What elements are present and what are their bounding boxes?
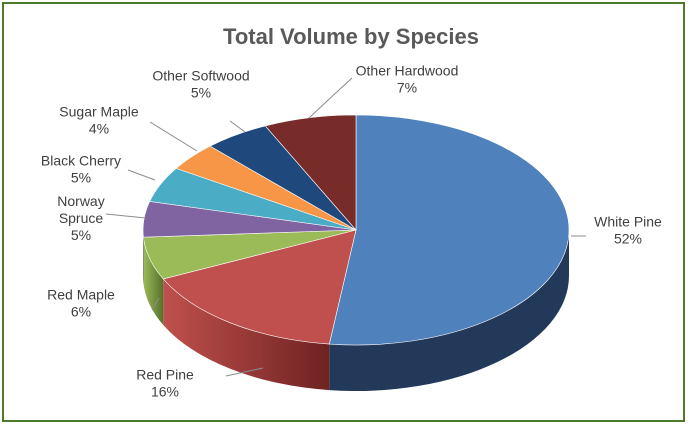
- pie-sides: [143, 230, 569, 391]
- slice-value-label: 4%: [89, 121, 109, 137]
- slice-name-label: Norway: [57, 193, 104, 209]
- slice-red-pine: [162, 229, 357, 345]
- slice-white-pine: [328, 114, 570, 346]
- slice-name-label: Black Cherry: [41, 153, 121, 169]
- leader-line: [151, 297, 160, 311]
- slice-value-label: 16%: [151, 384, 179, 400]
- leader-line: [229, 120, 246, 133]
- leader-line: [105, 213, 147, 219]
- slice-name-label: Other Softwood: [152, 68, 249, 84]
- leader-line: [127, 169, 156, 181]
- slice-value-label: 5%: [191, 85, 211, 101]
- leader-line: [225, 367, 264, 377]
- leader-line: [149, 121, 198, 152]
- side-red-pine: [163, 278, 330, 391]
- chart-title: Total Volume by Species: [223, 24, 479, 49]
- slice-name-label: Red Maple: [47, 287, 115, 303]
- side-red-maple: [143, 237, 164, 325]
- slice-name-label: Red Pine: [136, 367, 194, 383]
- slice-value-label: 52%: [614, 231, 642, 247]
- slice-name-label: Spruce: [59, 210, 104, 226]
- slice-name-label: Sugar Maple: [59, 104, 139, 120]
- slice-value-label: 6%: [71, 304, 91, 320]
- slice-value-label: 7%: [397, 80, 417, 96]
- slice-name-label: Other Hardwood: [356, 63, 459, 79]
- slice-value-label: 5%: [71, 170, 91, 186]
- slice-value-label: 5%: [71, 227, 91, 243]
- side-white-pine: [329, 230, 569, 391]
- slice-name-label: White Pine: [594, 214, 662, 230]
- pie-slices: [142, 114, 570, 346]
- leader-line: [308, 77, 353, 119]
